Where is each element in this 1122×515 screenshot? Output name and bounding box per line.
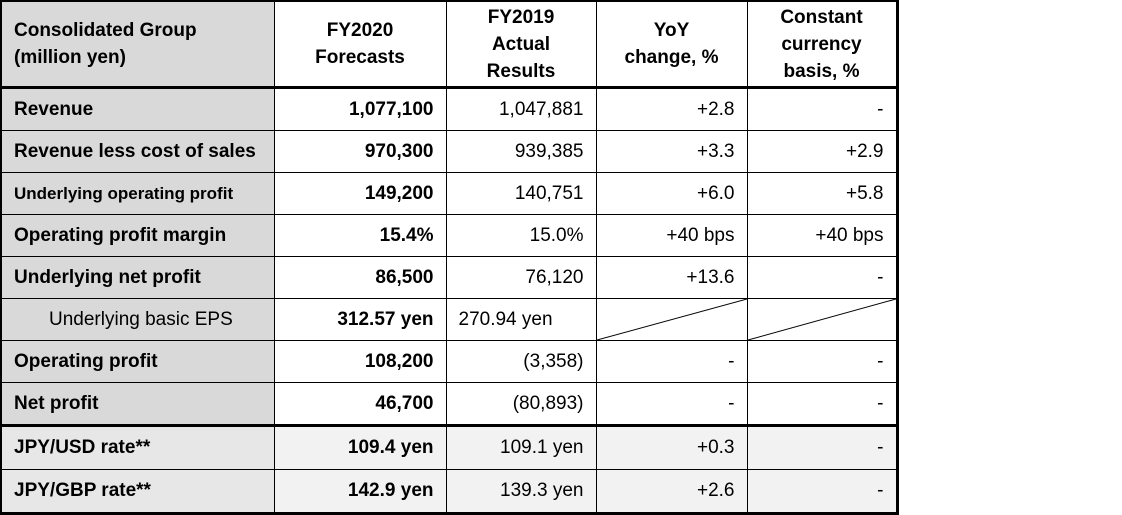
header-col4-line2: currency [781, 33, 862, 55]
row-label: Operating profit margin [0, 214, 275, 257]
actual-cell: 1,047,881 [445, 87, 597, 131]
table-row-jpy-gbp-rate: JPY/GBP rate** 142.9 yen 139.3 yen +2.6 … [0, 469, 899, 515]
row-label: Net profit [0, 382, 275, 426]
yoy-cell: +3.3 [595, 130, 748, 173]
table-row-net-profit: Net profit 46,700 (80,893) - - [0, 382, 899, 426]
yoy-cell: +13.6 [595, 256, 748, 299]
actual-cell: 140,751 [445, 172, 597, 215]
not-applicable-cell [746, 298, 899, 341]
not-applicable-cell [595, 298, 748, 341]
header-consolidated-group: Consolidated Group (million yen) [0, 0, 275, 89]
yoy-cell: - [595, 340, 748, 383]
financial-forecast-table: Consolidated Group (million yen) FY2020 … [0, 0, 899, 515]
forecast-cell: 1,077,100 [273, 87, 447, 131]
forecast-cell: 15.4% [273, 214, 447, 257]
row-label: JPY/GBP rate** [0, 469, 275, 515]
yoy-cell: - [595, 382, 748, 426]
constant-currency-cell: - [746, 256, 899, 299]
row-label: JPY/USD rate** [0, 424, 275, 470]
forecast-cell: 86,500 [273, 256, 447, 299]
actual-cell: 939,385 [445, 130, 597, 173]
header-col0-line2: (million yen) [14, 47, 126, 68]
row-label: Revenue [0, 87, 275, 131]
forecast-cell: 970,300 [273, 130, 447, 173]
header-fy2019-actual: FY2019 Actual Results [445, 0, 597, 89]
forecast-cell: 109.4 yen [273, 424, 447, 470]
table-row-underlying-basic-eps: Underlying basic EPS 312.57 yen 270.94 y… [0, 298, 899, 341]
header-row: Consolidated Group (million yen) FY2020 … [0, 0, 899, 89]
table-row-jpy-usd-rate: JPY/USD rate** 109.4 yen 109.1 yen +0.3 … [0, 424, 899, 470]
forecast-cell: 149,200 [273, 172, 447, 215]
yoy-cell: +2.6 [595, 469, 748, 515]
header-col4-line1: Constant [780, 6, 863, 28]
table-row-operating-profit: Operating profit 108,200 (3,358) - - [0, 340, 899, 383]
table-row-underlying-net-profit: Underlying net profit 86,500 76,120 +13.… [0, 256, 899, 299]
actual-cell: 76,120 [445, 256, 597, 299]
header-col2-line3: Results [486, 60, 556, 82]
header-col0-line1: Consolidated Group [14, 20, 197, 41]
actual-cell: 270.94 yen [445, 298, 597, 341]
actual-cell: 15.0% [445, 214, 597, 257]
constant-currency-cell: +40 bps [746, 214, 899, 257]
header-col2-line2: Actual [491, 33, 551, 55]
row-label: Revenue less cost of sales [0, 130, 275, 173]
header-col3-line1: YoY [653, 20, 690, 41]
row-label: Underlying basic EPS [0, 298, 275, 341]
constant-currency-cell: +5.8 [746, 172, 899, 215]
constant-currency-cell: - [746, 469, 899, 515]
yoy-cell: +2.8 [595, 87, 748, 131]
table-row-underlying-operating-profit: Underlying operating profit 149,200 140,… [0, 172, 899, 215]
actual-cell: 109.1 yen [445, 424, 597, 470]
row-label: Operating profit [0, 340, 275, 383]
header-constant-currency: Constant currency basis, % [746, 0, 899, 89]
constant-currency-cell: - [746, 424, 899, 470]
yoy-cell: +40 bps [595, 214, 748, 257]
forecast-cell: 46,700 [273, 382, 447, 426]
forecast-cell: 142.9 yen [273, 469, 447, 515]
forecast-cell: 312.57 yen [273, 298, 447, 341]
header-yoy-change: YoY change, % [595, 0, 748, 89]
actual-cell: (80,893) [445, 382, 597, 426]
header-col1-line2: Forecasts [315, 47, 405, 68]
row-label: Underlying net profit [0, 256, 275, 299]
table-row-operating-profit-margin: Operating profit margin 15.4% 15.0% +40 … [0, 214, 899, 257]
forecast-cell: 108,200 [273, 340, 447, 383]
yoy-cell: +6.0 [595, 172, 748, 215]
constant-currency-cell: - [746, 87, 899, 131]
actual-cell: 139.3 yen [445, 469, 597, 515]
table-row-revenue-less-cost: Revenue less cost of sales 970,300 939,3… [0, 130, 899, 173]
constant-currency-cell: - [746, 340, 899, 383]
yoy-cell: +0.3 [595, 424, 748, 470]
constant-currency-cell: +2.9 [746, 130, 899, 173]
header-col2-line1: FY2019 [487, 6, 555, 28]
header-col1-line1: FY2020 [326, 20, 394, 41]
header-col4-line3: basis, % [783, 60, 860, 82]
row-label: Underlying operating profit [0, 172, 275, 215]
header-fy2020-forecasts: FY2020 Forecasts [273, 0, 447, 89]
diagonal-slash [748, 299, 896, 340]
table-row-revenue: Revenue 1,077,100 1,047,881 +2.8 - [0, 87, 899, 131]
actual-cell: (3,358) [445, 340, 597, 383]
header-col3-line2: change, % [624, 47, 719, 68]
diagonal-slash [597, 299, 747, 340]
constant-currency-cell: - [746, 382, 899, 426]
